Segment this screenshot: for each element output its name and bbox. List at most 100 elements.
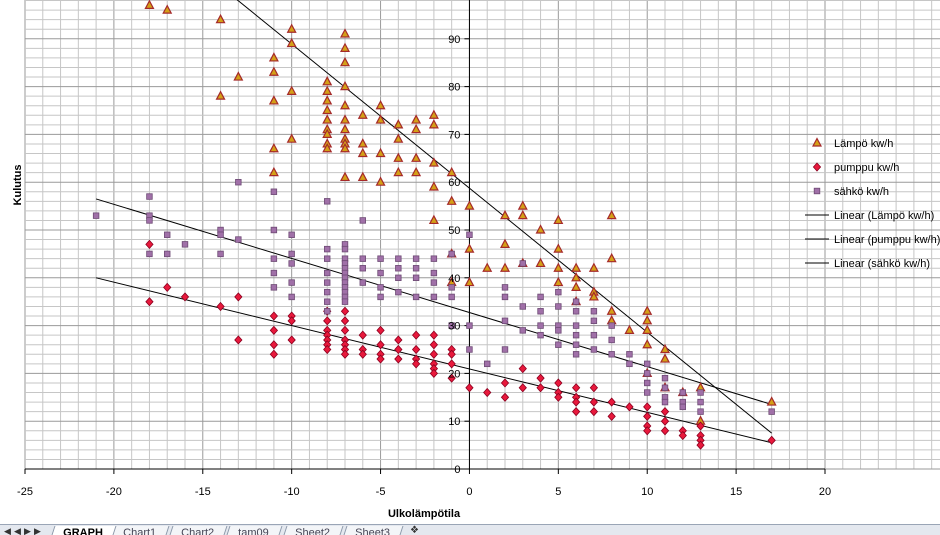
data-point-triangle [393,152,404,162]
data-point-triangle [642,338,653,349]
data-point-square [270,269,278,277]
data-point-diamond [269,325,279,335]
data-point-diamond [500,392,510,402]
data-point-triangle [553,262,564,272]
data-point-diamond [376,340,385,350]
data-point-triangle [500,262,510,272]
data-point-triangle [268,166,279,177]
trendline-0 [236,0,772,434]
data-point-triangle [464,243,475,253]
data-point-triangle [357,171,368,182]
data-point-diamond [447,373,456,383]
x-tick-label: -25 [17,486,33,498]
prev-sheet-icon[interactable]: ◀ [14,526,21,535]
data-point-diamond [269,340,279,350]
data-point-square [377,293,384,301]
data-point-triangle [215,13,226,24]
data-point-diamond [554,378,563,388]
data-point-diamond [660,426,670,436]
data-point-diamond [411,359,421,369]
data-point-square [555,288,562,296]
data-point-square [572,331,580,339]
x-tick-label: 20 [819,486,831,498]
data-point-diamond [589,407,599,417]
data-point-diamond [607,411,616,422]
data-point-square [270,255,278,262]
next-sheet-icon[interactable]: ▶ [24,526,31,535]
data-point-triangle [642,324,653,334]
data-point-square [501,346,509,353]
data-point-square [412,265,420,272]
data-point-square [679,403,686,411]
x-tick-label: 0 [466,486,472,498]
x-tick-label: 10 [641,486,653,498]
data-point-triangle [340,142,350,153]
data-point-square [590,346,598,353]
data-point-triangle [411,152,422,162]
data-point-triangle [446,166,457,177]
y-tick-label: 10 [448,416,460,428]
first-sheet-icon[interactable]: ◀ [4,526,11,535]
data-point-square [146,217,153,224]
data-point-square [608,322,615,329]
data-point-diamond [394,335,403,345]
data-point-triangle [393,166,404,177]
data-point-diamond [358,349,367,359]
y-tick-label: 0 [454,464,460,476]
data-point-square [448,322,455,329]
data-point-triangle [606,305,617,315]
data-point-triangle [322,95,333,105]
data-point-square [555,327,562,334]
data-point-diamond [767,435,776,445]
legend-label: Lämpö kw/h [834,138,893,150]
data-point-diamond [696,421,705,431]
data-point-square [412,274,420,281]
data-point-triangle [375,114,386,124]
data-point-triangle [553,214,564,225]
data-point-square [270,188,278,195]
grid [24,0,940,470]
data-point-triangle [268,52,279,62]
data-point-diamond [678,430,687,441]
legend-label: pumppu kw/h [834,162,899,174]
data-point-triangle [553,276,564,287]
insert-sheet-icon[interactable]: ❖ [410,525,419,535]
data-point-triangle [286,85,297,95]
data-point-triangle [642,305,653,315]
data-point-triangle [411,166,422,177]
data-point-diamond [643,402,652,412]
data-point-triangle [624,324,635,334]
data-point-square [466,346,473,353]
data-point-triangle [286,133,297,143]
scatter-chart: -25 -20 -15 -10 -5 0 5 10 15 20 0 10 20 30 40 50 60 70 80 9… [12,0,940,520]
data-point-triangle [340,28,350,38]
data-point-square [626,351,633,358]
data-point-triangle [322,76,333,86]
data-point-diamond [643,426,652,436]
data-point-triangle [322,142,333,153]
data-point-square [377,284,384,291]
data-point-diamond [660,416,670,426]
data-point-square [644,370,651,377]
data-point-triangle [357,109,368,119]
data-point-square [466,322,473,329]
data-point-diamond [518,364,527,374]
data-point-diamond [145,297,154,307]
last-sheet-icon[interactable]: ▶ [34,526,41,535]
data-point-triangle [286,23,297,33]
legend-label: Linear (pumppu kw/h) [834,234,940,246]
data-point-triangle [411,114,422,124]
data-point-square [590,317,598,325]
series-square [92,178,775,415]
data-point-square [768,408,775,415]
x-tick-label: -20 [106,486,122,498]
data-point-square [324,198,331,205]
data-point-diamond [234,292,243,302]
data-point-triangle [322,104,333,115]
legend-marker-diamond [812,162,822,172]
data-point-square [288,250,295,258]
data-point-square [448,250,455,258]
data-point-triangle [268,66,279,76]
data-point-square [430,255,438,262]
data-point-triangle [553,243,564,253]
